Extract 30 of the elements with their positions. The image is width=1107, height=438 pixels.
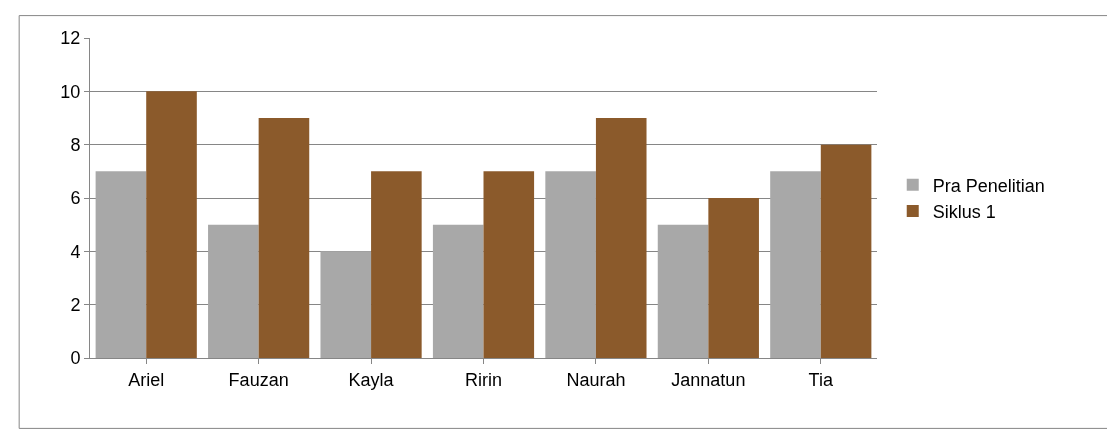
bar xyxy=(371,171,422,358)
legend-label: Siklus 1 xyxy=(932,202,996,223)
bar xyxy=(146,91,197,358)
bar xyxy=(770,171,821,358)
y-tick-label: 10 xyxy=(60,81,81,102)
bar xyxy=(258,118,310,358)
y-tick-label: 12 xyxy=(60,28,81,49)
y-tick-label: 2 xyxy=(70,294,81,315)
bar xyxy=(820,144,872,358)
x-tick-label: Naurah xyxy=(566,369,626,390)
bar xyxy=(595,118,647,358)
y-tick-label: 4 xyxy=(70,241,81,262)
bar xyxy=(483,171,535,358)
bar xyxy=(708,198,759,358)
legend-label: Pra Penelitian xyxy=(932,175,1045,196)
x-tick-label: Fauzan xyxy=(228,369,289,390)
y-tick-label: 6 xyxy=(70,188,81,209)
x-tick-label: Ririn xyxy=(464,369,503,390)
x-tick-label: Ariel xyxy=(128,369,165,390)
bar xyxy=(657,224,709,358)
bar xyxy=(320,251,372,358)
x-tick-label: Kayla xyxy=(348,369,395,390)
bar xyxy=(208,224,259,358)
y-tick-label: 0 xyxy=(70,348,81,369)
bar xyxy=(432,224,484,358)
x-tick-label: Tia xyxy=(808,369,834,390)
y-tick-label: 8 xyxy=(70,134,81,155)
x-tick-label: Jannatun xyxy=(671,369,746,390)
bar xyxy=(545,171,596,358)
bar xyxy=(95,171,147,358)
